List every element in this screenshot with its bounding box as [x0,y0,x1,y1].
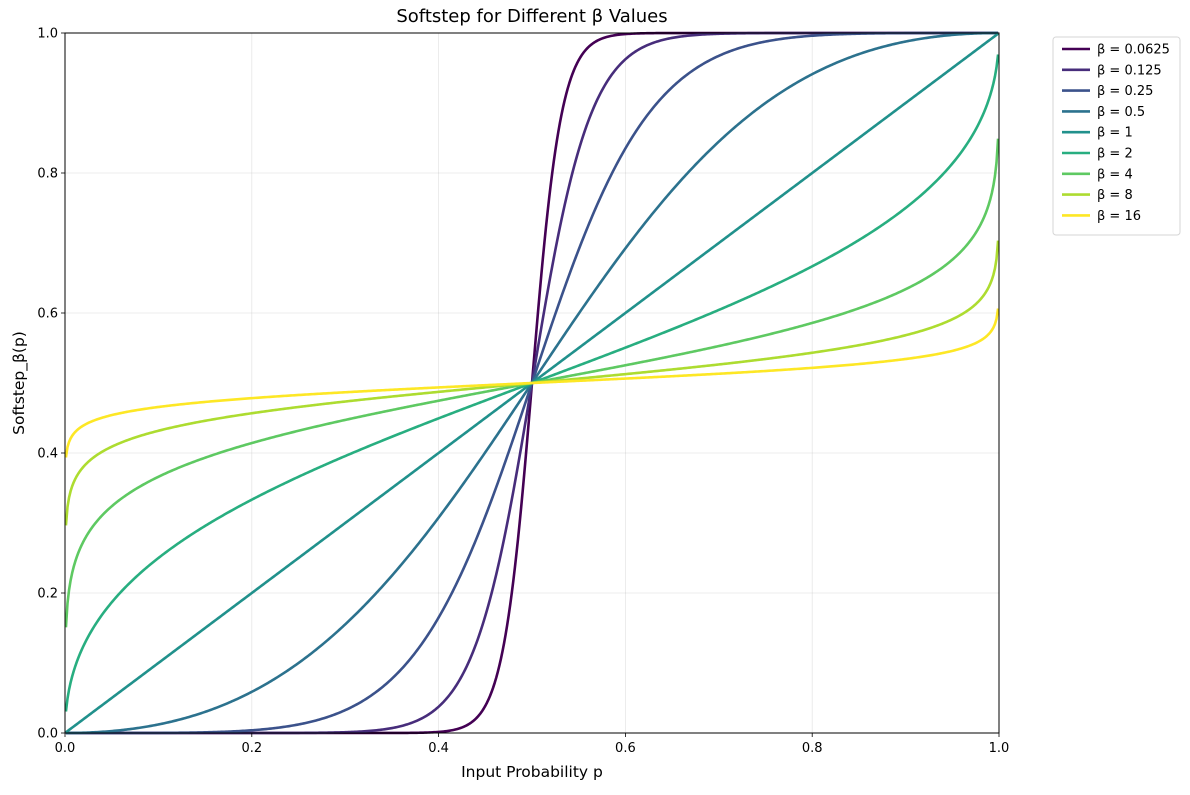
y-axis-label: Softstep_β(p) [10,331,29,435]
x-tick-label: 1.0 [989,741,1010,756]
legend: β = 0.0625 β = 0.125 β = 0.25 β = 0.5 β = 1 β… [1052,36,1181,236]
y-tick-label: 0.6 [37,307,58,322]
x-tick-label: 0.8 [802,741,823,756]
x-tick-label: 0.4 [428,741,449,756]
legend-entry-label: β = 16 [1097,209,1141,224]
x-axis-label: Input Probability p [461,763,603,781]
legend-entry-label: β = 1 [1097,126,1133,141]
legend-entry-label: β = 0.0625 [1097,43,1170,58]
legend-entry-label: β = 0.5 [1097,105,1145,120]
legend-entry-label: β = 4 [1097,167,1133,182]
legend-entry-label: β = 8 [1097,188,1133,203]
legend-entry-label: β = 0.25 [1097,84,1153,99]
x-tick-label: 0.0 [55,741,76,756]
y-tick-label: 0.0 [37,727,58,742]
plot-frame [64,32,1000,734]
y-tick-label: 0.4 [37,447,58,462]
axis-ticks: 0.0 0.2 0.4 0.6 0.8 1.0 0.0 0.2 0.4 0.6 0.8 1.0 [37,27,1009,757]
legend-entry-label: β = 0.125 [1097,63,1162,78]
legend-entry-label: β = 2 [1097,147,1133,162]
y-tick-label: 0.8 [37,167,58,182]
chart-title: Softstep for Different β Values [396,6,667,27]
y-tick-label: 0.2 [37,587,58,602]
y-tick-label: 1.0 [37,27,58,42]
x-tick-label: 0.2 [241,741,262,756]
legend-box [1052,36,1181,236]
series-line-8 [64,308,1000,458]
x-tick-label: 0.6 [615,741,636,756]
